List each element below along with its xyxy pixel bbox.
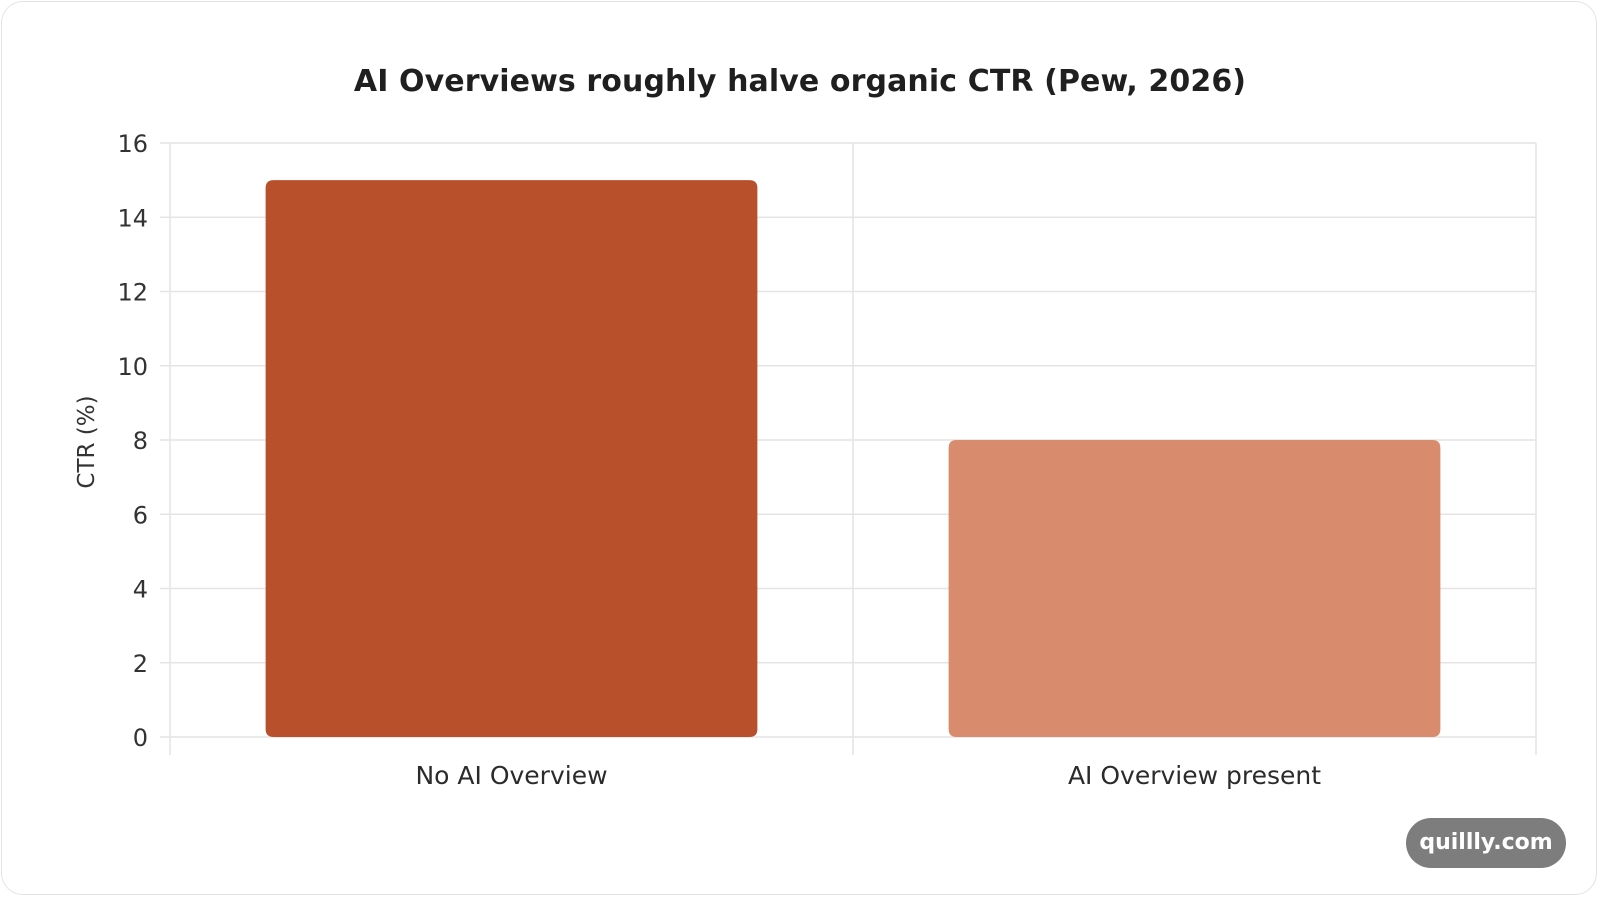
bar-2 <box>948 440 1441 737</box>
y-tick-label: 4 <box>133 576 148 604</box>
bars <box>265 180 1441 737</box>
y-tick-label: 2 <box>133 650 148 678</box>
y-tick-label: 8 <box>133 427 148 455</box>
watermark-badge: quillly.com <box>1406 818 1566 868</box>
axes: 0 2 4 6 8 10 12 14 16 No AI Overview AI Overview p… <box>117 130 1321 790</box>
y-tick-label: 14 <box>117 204 148 232</box>
y-tick-label: 6 <box>133 501 148 529</box>
y-tick-label: 10 <box>117 353 148 381</box>
y-tick-label: 0 <box>133 724 148 752</box>
y-axis-title: CTR (%) <box>74 395 100 488</box>
x-category-label: No AI Overview <box>415 761 607 790</box>
y-tick-label: 16 <box>117 130 148 158</box>
x-category-label: AI Overview present <box>1068 761 1321 790</box>
bar-1 <box>265 180 758 737</box>
y-tick-label: 12 <box>117 279 148 307</box>
chart-title: AI Overviews roughly halve organic CTR (… <box>353 64 1247 99</box>
